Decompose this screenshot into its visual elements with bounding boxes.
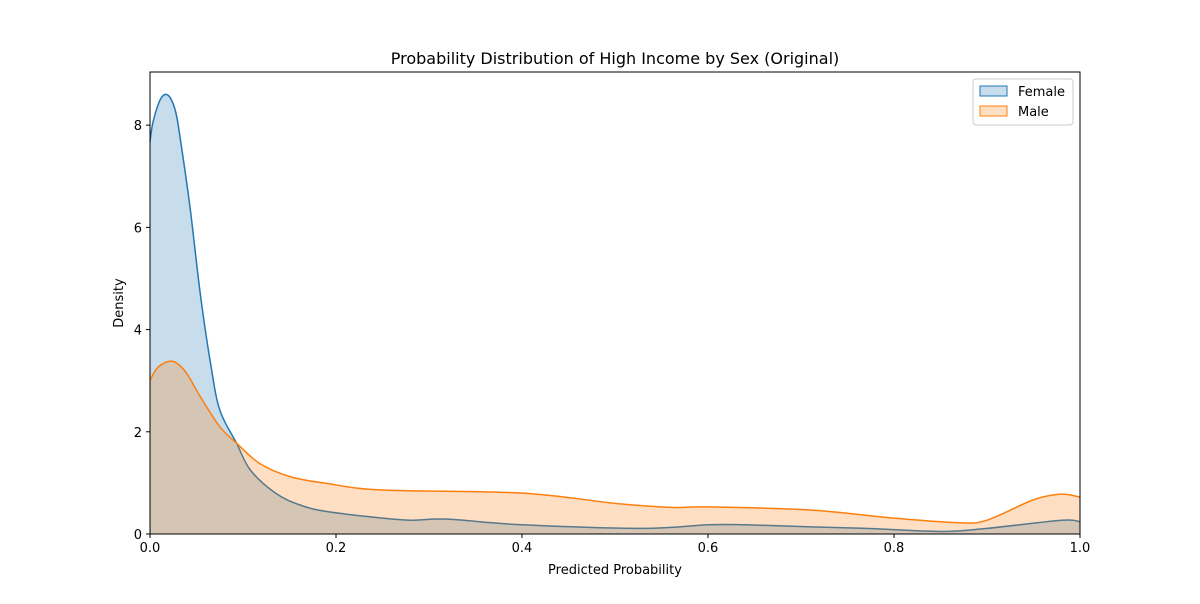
legend-label-female: Female <box>1018 85 1065 100</box>
y-tick-label: 0 <box>134 528 142 543</box>
x-tick-label: 1.0 <box>1070 541 1091 556</box>
density-fill-male <box>150 361 1080 534</box>
legend-label-male: Male <box>1018 105 1049 120</box>
x-tick-label: 0.6 <box>698 541 719 556</box>
x-axis-label: Predicted Probability <box>548 563 682 578</box>
legend-box <box>972 78 1074 126</box>
y-axis: 0 2 4 6 8 <box>134 119 150 543</box>
legend-swatch-male <box>979 105 1008 117</box>
axes-frame <box>149 71 1081 535</box>
x-tick-label: 0.2 <box>326 541 347 556</box>
x-tick-label: 0.4 <box>512 541 533 556</box>
y-tick-label: 6 <box>134 221 142 236</box>
density-fill-female <box>150 94 1080 534</box>
x-tick-label: 0.0 <box>140 541 161 556</box>
legend: Female Male <box>972 78 1074 126</box>
density-line-female <box>149 93 1081 533</box>
y-axis-label: Density <box>112 278 127 328</box>
chart-title: Probability Distribution of High Income … <box>391 49 840 68</box>
density-line-male <box>149 360 1081 524</box>
legend-swatch-female <box>979 85 1008 97</box>
x-axis: 0.0 0.2 0.4 0.6 0.8 1.0 <box>140 534 1091 556</box>
x-tick-label: 0.8 <box>884 541 905 556</box>
y-tick-label: 4 <box>134 324 142 339</box>
y-tick-label: 8 <box>134 119 142 134</box>
plot-area <box>149 93 1081 534</box>
y-tick-label: 2 <box>134 426 142 441</box>
